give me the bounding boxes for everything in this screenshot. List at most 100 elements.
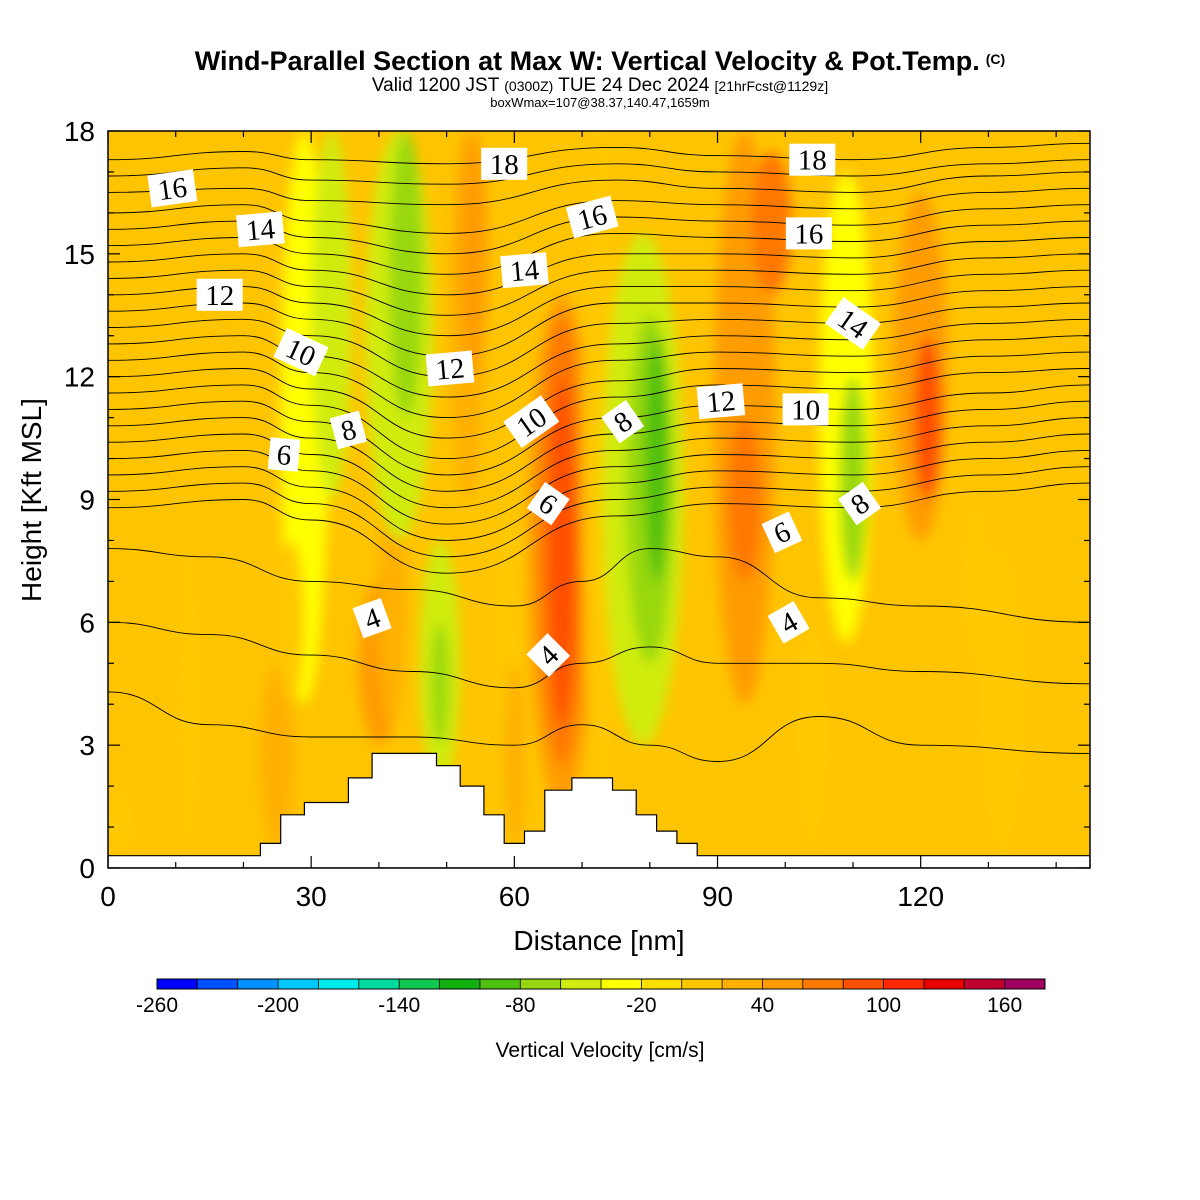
- contour-label-box: [196, 278, 243, 311]
- contour-label-box: [526, 633, 571, 678]
- velocity-band: [108, 786, 139, 856]
- theta-contour: [108, 691, 1090, 762]
- contour-label-text: 12: [205, 280, 234, 312]
- theta-contour: [108, 400, 1090, 492]
- theta-contour: [108, 171, 1090, 206]
- velocity-band: [277, 540, 305, 705]
- y-axis: 0 3 6 9 12 15 18: [64, 116, 1090, 884]
- contour-label: 16: [565, 195, 619, 239]
- velocity-band: [389, 131, 423, 418]
- theta-contour: [108, 253, 1090, 316]
- contour-label: 12: [696, 383, 746, 420]
- contour-label-box: [267, 437, 301, 472]
- velocity-band: [974, 540, 1030, 856]
- contour-label-box: [425, 350, 475, 387]
- chart-subtitle: Valid 1200 JST (0300Z) TUE 24 Dec 2024 […: [0, 76, 1200, 96]
- contour-label: 10: [782, 393, 829, 426]
- contour-label-box: [503, 395, 560, 448]
- contour-label-box: [147, 169, 198, 208]
- subtitle-run: [21hrFcst@1129z]: [714, 78, 829, 94]
- velocity-band: [175, 540, 203, 856]
- contour-label-box: [767, 600, 810, 644]
- contour-label-text: 12: [434, 352, 466, 386]
- y-tick-label: 12: [64, 362, 95, 393]
- colorbar-swatch: [1004, 979, 1046, 989]
- contour-label: 8: [329, 410, 368, 450]
- colorbar: -260 -200 -140 -80 -20 40 100 160: [136, 978, 1046, 1017]
- velocity-band: [504, 663, 525, 848]
- velocity-band: [751, 151, 793, 295]
- colorbar-swatch: [762, 979, 804, 989]
- contour-label: 6: [761, 511, 803, 554]
- x-axis-label: Distance [nm]: [513, 925, 684, 956]
- subtitle-date: TUE 24 Dec 2024: [558, 75, 710, 96]
- colorbar-swatch: [520, 979, 561, 989]
- contour-label: 4: [352, 598, 392, 639]
- contour-label-box: [789, 143, 836, 176]
- subtitle-prefix: Valid 1200 JST: [371, 75, 499, 96]
- contour-label-box: [601, 399, 645, 444]
- contour-label-box: [526, 481, 570, 526]
- theta-contour: [108, 335, 1090, 419]
- colorbar-tick-label: -200: [257, 994, 299, 1017]
- y-tick-label: 15: [64, 239, 95, 270]
- colorbar-swatch: [843, 979, 884, 989]
- theta-contour: [108, 142, 1090, 165]
- theta-contour: [108, 159, 1090, 185]
- contour-label: 18: [481, 147, 528, 181]
- y-tick-label: 18: [64, 116, 95, 147]
- contour-label-box: [696, 383, 746, 420]
- contour-label: 12: [425, 350, 475, 387]
- subtitle-utc: (0300Z): [504, 78, 554, 94]
- contour-label-text: 10: [791, 394, 820, 426]
- colorbar-swatch: [197, 979, 239, 989]
- contour-label: 6: [526, 481, 570, 526]
- colorbar-swatch: [964, 979, 1005, 989]
- chart-title-text: Wind-Parallel Section at Max W: Vertical…: [194, 46, 980, 76]
- contour-label: 14: [236, 211, 285, 248]
- theta-contour: [108, 269, 1090, 337]
- colorbar-swatch: [157, 979, 198, 989]
- theta-contour: [108, 449, 1090, 541]
- velocity-band: [431, 622, 449, 746]
- colorbar-tick-label: -80: [505, 994, 535, 1017]
- contour-label-text: 18: [490, 149, 519, 181]
- y-tick-label: 3: [79, 730, 95, 761]
- contour-label-box: [500, 252, 549, 289]
- colorbar-swatch: [923, 979, 965, 989]
- contour-label-text: 12: [705, 385, 737, 419]
- colorbar-swatch: [358, 979, 400, 989]
- colorbar-swatch: [560, 979, 602, 989]
- colorbar-swatch: [278, 979, 319, 989]
- contour-label-box: [838, 481, 882, 526]
- y-tick-label: 6: [79, 607, 95, 638]
- contour-label: 16: [785, 217, 832, 250]
- chart-subsubtitle: boxWmax=107@38.37,140.47,1659m: [490, 95, 710, 110]
- x-tick-label: 60: [499, 881, 530, 912]
- contour-label-box: [824, 297, 882, 350]
- y-axis-label: Height [Kft MSL]: [16, 398, 47, 602]
- contour-label: 8: [838, 481, 882, 526]
- velocity-band: [460, 131, 488, 377]
- contour-label-box: [782, 393, 829, 426]
- contour-label-text: 18: [798, 145, 827, 177]
- contour-label: 6: [267, 437, 301, 472]
- contour-label: 16: [147, 169, 198, 208]
- theta-contour: [108, 621, 1090, 689]
- x-axis: 0 30 60 90 120: [100, 131, 1057, 912]
- chart-title: Wind-Parallel Section at Max W: Vertical…: [0, 44, 1200, 76]
- x-tick-label: 30: [296, 881, 327, 912]
- x-tick-label: 0: [100, 881, 116, 912]
- contour-label-box: [236, 211, 285, 248]
- contour-label-text: 14: [509, 254, 541, 288]
- theta-contour: [108, 318, 1090, 398]
- velocity-band: [727, 417, 762, 582]
- title-block: Wind-Parallel Section at Max W: Vertical…: [0, 44, 1200, 110]
- velocity-band: [792, 622, 833, 848]
- contour-label-box: [329, 410, 368, 450]
- colorbar-tick-label: -260: [136, 994, 178, 1017]
- velocity-band: [913, 335, 942, 500]
- contour-label-text: 6: [275, 439, 292, 472]
